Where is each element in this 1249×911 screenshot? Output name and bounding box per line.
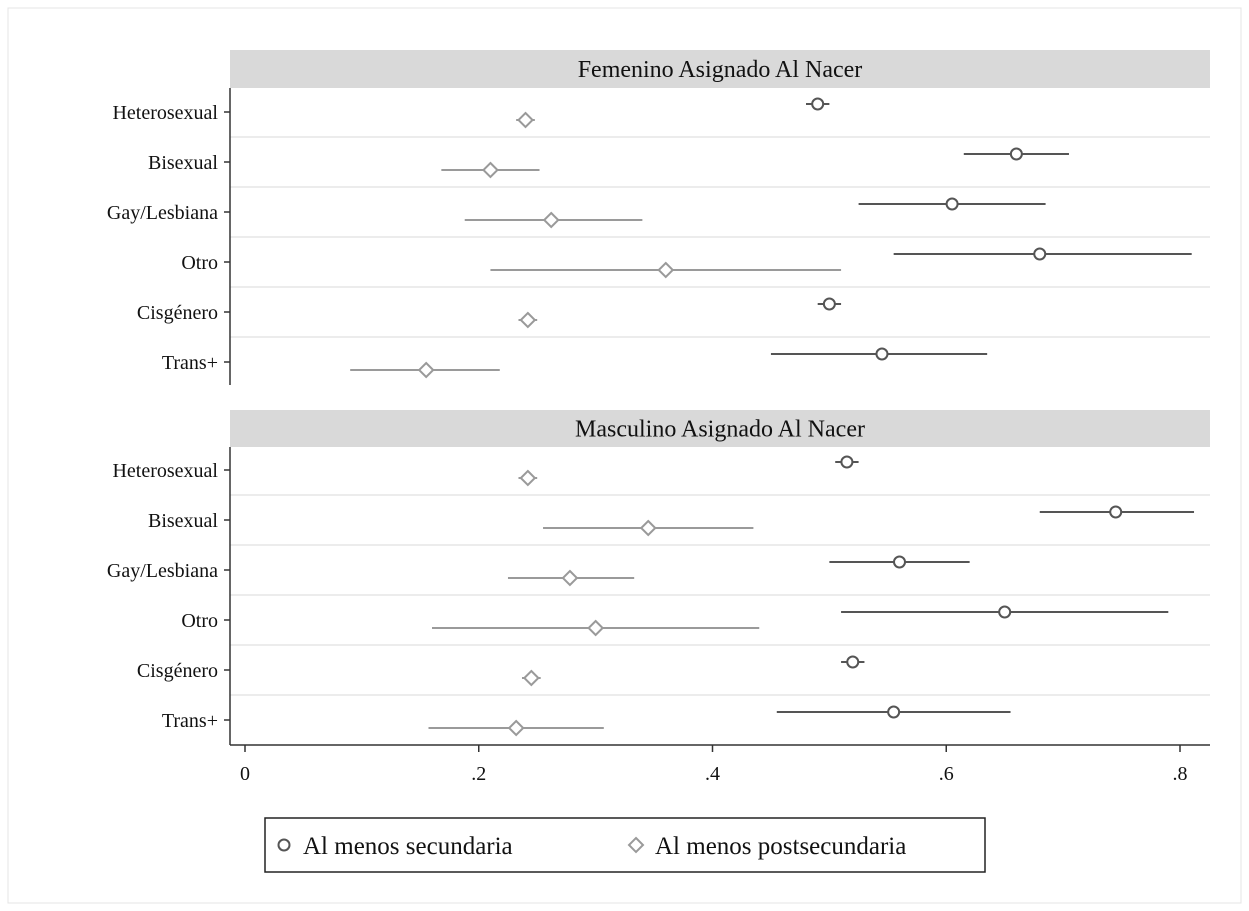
category-label: Heterosexual <box>112 460 218 482</box>
point-secundaria <box>811 97 825 111</box>
point-secundaria <box>840 455 854 469</box>
legend-marker-postsecundaria <box>627 836 645 854</box>
point-postsecundaria <box>587 619 605 637</box>
category-label: Gay/Lesbiana <box>107 202 218 224</box>
legend-box <box>264 817 986 873</box>
legend-marker-secundaria <box>277 838 291 852</box>
x-tick-label: .2 <box>471 763 486 785</box>
x-axis: 0 .2 .4 .6 .8 <box>230 744 1210 785</box>
chart-outer-border <box>7 7 1242 904</box>
point-postsecundaria <box>639 519 657 537</box>
point-secundaria <box>945 197 959 211</box>
point-postsecundaria <box>522 669 540 687</box>
panel-title: Masculino Asignado Al Nacer <box>575 417 865 443</box>
category-label: Otro <box>181 610 218 632</box>
point-postsecundaria <box>417 361 435 379</box>
panel-1: Femenino Asignado Al Nacer Heterosexual Bi… <box>107 50 1210 385</box>
legend-label-postsecundaria: Al menos postsecundaria <box>655 833 906 860</box>
category-label: Heterosexual <box>112 102 218 124</box>
point-postsecundaria <box>657 261 675 279</box>
x-tick-label: 0 <box>240 763 250 785</box>
panels-layer: Femenino Asignado Al Nacer Heterosexual Bi… <box>107 50 1210 745</box>
x-tick-label: .6 <box>939 763 954 785</box>
category-label: Cisgénero <box>137 302 218 324</box>
legend: Al menos secundaria Al menos postsecundar… <box>264 817 986 873</box>
panel-title-bar <box>230 410 1210 447</box>
x-tick-label: .4 <box>705 763 720 785</box>
category-label: Trans+ <box>162 352 218 374</box>
point-postsecundaria <box>519 311 537 329</box>
panel-2: Masculino Asignado Al Nacer Heterosexual B… <box>107 410 1210 745</box>
point-postsecundaria <box>482 161 499 179</box>
point-secundaria <box>893 555 906 569</box>
point-secundaria <box>875 347 889 361</box>
point-secundaria <box>1009 147 1023 161</box>
point-secundaria <box>998 605 1012 619</box>
category-label: Bisexual <box>148 510 218 532</box>
point-postsecundaria <box>517 111 534 129</box>
point-secundaria <box>846 655 860 669</box>
point-secundaria <box>822 297 836 311</box>
point-secundaria <box>1109 505 1123 519</box>
category-label: Cisgénero <box>137 660 218 682</box>
panel-title-bar <box>230 50 1210 88</box>
x-tick-label: .8 <box>1173 763 1188 785</box>
legend-label-secundaria: Al menos secundaria <box>303 833 513 860</box>
category-label: Trans+ <box>162 710 218 732</box>
category-label: Otro <box>181 252 218 274</box>
point-secundaria <box>1033 247 1047 261</box>
point-secundaria <box>887 705 901 719</box>
category-label: Gay/Lesbiana <box>107 560 218 582</box>
panel-title: Femenino Asignado Al Nacer <box>578 57 863 83</box>
category-label: Bisexual <box>148 152 218 174</box>
point-postsecundaria <box>507 719 525 737</box>
point-postsecundaria <box>561 569 579 587</box>
point-postsecundaria <box>542 211 560 229</box>
point-postsecundaria <box>519 469 537 487</box>
